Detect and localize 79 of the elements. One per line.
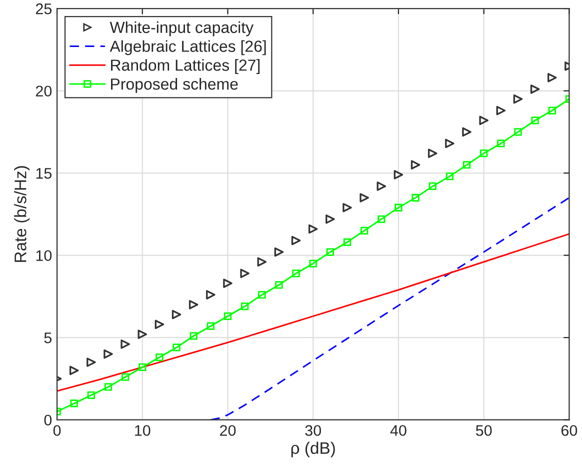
point (394, 170, 404, 180)
point (497, 140, 505, 148)
point (206, 290, 216, 300)
point (513, 94, 523, 104)
point (224, 312, 232, 320)
point (292, 270, 300, 278)
point (156, 354, 164, 362)
y-tick-label: 5 (44, 332, 52, 344)
line-series (57, 233, 570, 392)
x-tick-label: 0 (53, 425, 61, 436)
point (69, 366, 79, 376)
point (138, 330, 148, 339)
point (479, 116, 488, 126)
point (547, 73, 557, 82)
point (530, 84, 540, 94)
legend-label: Proposed scheme (111, 78, 238, 93)
point (87, 391, 95, 399)
x-tick-label: 50 (476, 425, 492, 436)
point (257, 257, 267, 267)
legend-label: Random Lattices [27] (111, 59, 260, 74)
point (309, 260, 317, 268)
point (394, 204, 402, 212)
point (70, 400, 78, 408)
point (342, 202, 352, 212)
point (223, 278, 232, 288)
legend-label: White-input capacity (110, 21, 254, 36)
y-tick-label: 0 (44, 414, 52, 426)
point (480, 150, 488, 158)
point (154, 320, 164, 330)
point (188, 300, 198, 310)
point (258, 290, 266, 299)
y-tick-label: 25 (36, 3, 52, 14)
point (496, 106, 506, 116)
line-series (210, 196, 570, 420)
point (446, 172, 454, 180)
point (410, 160, 420, 170)
point (190, 332, 198, 340)
x-tick-label: 10 (135, 425, 150, 436)
point (172, 310, 182, 320)
y-tick-label: 10 (36, 250, 52, 262)
point (428, 148, 438, 158)
point (241, 302, 249, 310)
point (514, 128, 522, 136)
point (343, 238, 352, 246)
x-axis-title: ρ (dB) (291, 442, 335, 458)
point (445, 138, 454, 148)
x-tick-label: 60 (561, 425, 578, 436)
point (274, 247, 284, 257)
point (462, 161, 471, 169)
point (291, 236, 301, 246)
legend-label: Algebraic Lattices [26] (110, 40, 266, 56)
point (275, 281, 283, 289)
point (104, 383, 112, 391)
point (548, 106, 556, 114)
x-tick-label: 20 (220, 425, 236, 436)
point (120, 340, 130, 349)
point (378, 215, 386, 223)
y-axis-title: Rate (b/s/Hz) (14, 166, 30, 262)
point (326, 248, 334, 256)
point (376, 182, 386, 191)
point (462, 127, 472, 137)
point (531, 116, 539, 124)
x-tick-label: 40 (390, 425, 406, 436)
x-tick-label: 30 (305, 425, 322, 436)
point (326, 214, 335, 224)
point (206, 322, 215, 330)
point (412, 194, 420, 202)
point (138, 363, 146, 372)
point (308, 224, 318, 234)
y-tick-label: 15 (36, 168, 52, 179)
point (122, 373, 130, 381)
y-tick-label: 20 (36, 86, 52, 97)
point (172, 344, 180, 352)
point (360, 193, 369, 202)
point (360, 226, 368, 234)
point (104, 349, 113, 359)
point (428, 182, 436, 190)
point (86, 358, 96, 367)
point (240, 268, 250, 278)
